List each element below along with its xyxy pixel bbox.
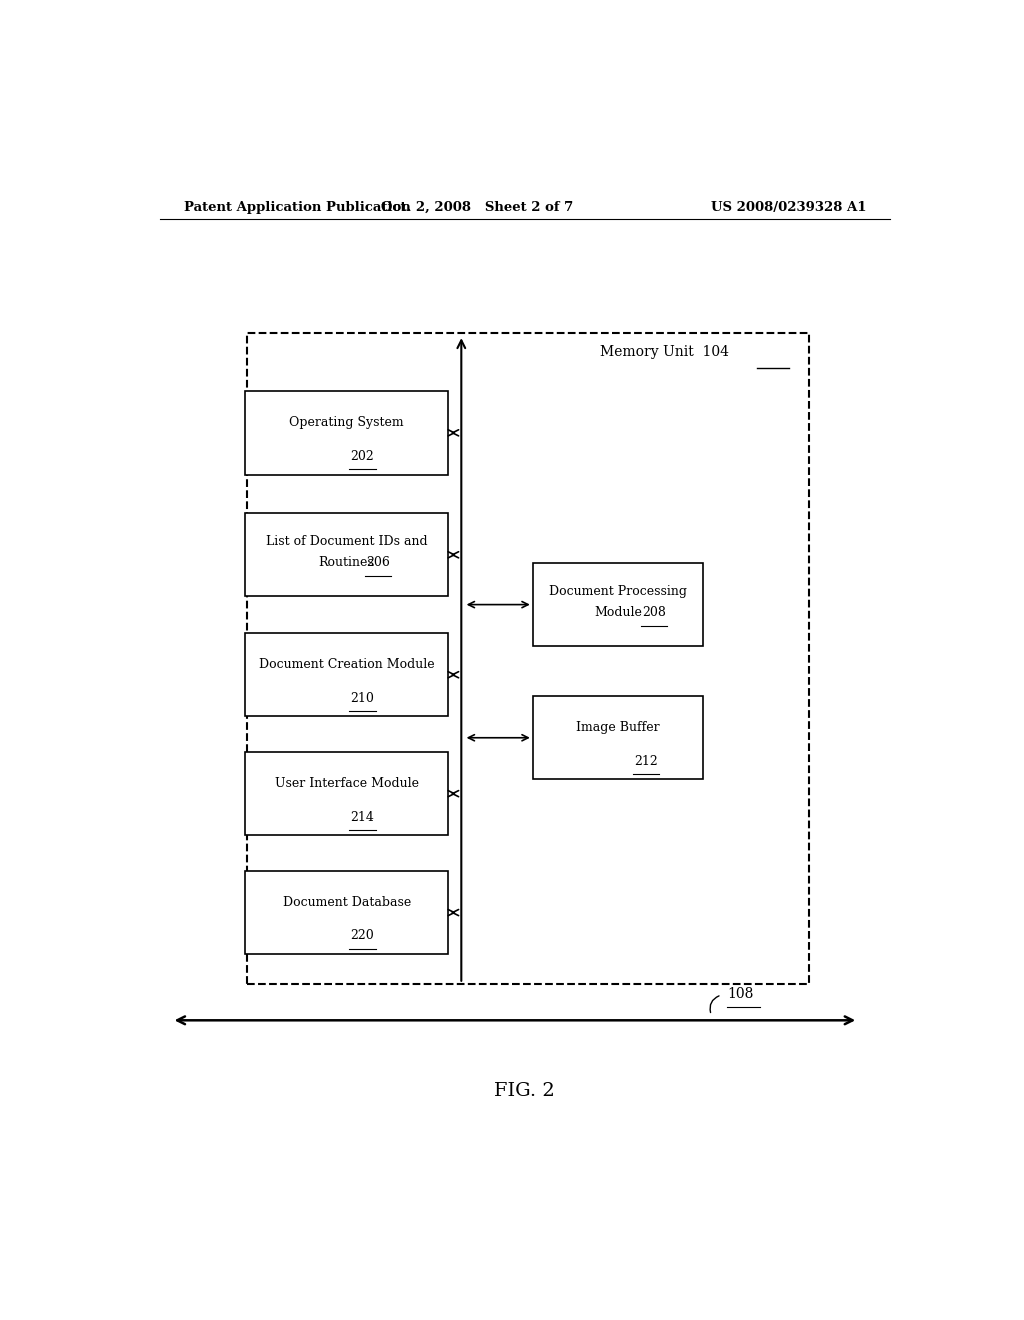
Text: 108: 108	[727, 987, 754, 1001]
Text: Memory Unit  104: Memory Unit 104	[600, 346, 729, 359]
Text: 220: 220	[350, 929, 375, 942]
Bar	[246, 752, 447, 836]
Bar	[246, 634, 447, 717]
Text: User Interface Module: User Interface Module	[274, 777, 419, 789]
Text: Oct. 2, 2008   Sheet 2 of 7: Oct. 2, 2008 Sheet 2 of 7	[381, 201, 573, 214]
Bar	[246, 871, 447, 954]
Text: Document Processing: Document Processing	[549, 585, 687, 598]
Text: Document Database: Document Database	[283, 896, 411, 909]
Text: 214: 214	[350, 810, 375, 824]
Text: 202: 202	[350, 450, 375, 463]
Bar	[246, 391, 447, 474]
Text: 206: 206	[367, 557, 390, 569]
Text: Document Creation Module: Document Creation Module	[259, 659, 434, 671]
Text: 210: 210	[350, 692, 375, 705]
Bar	[246, 513, 447, 597]
Text: List of Document IDs and: List of Document IDs and	[266, 535, 427, 548]
Text: FIG. 2: FIG. 2	[495, 1082, 555, 1101]
Text: Patent Application Publication: Patent Application Publication	[183, 201, 411, 214]
Bar	[532, 696, 703, 779]
Bar	[247, 333, 809, 983]
Text: 208: 208	[642, 606, 666, 619]
Bar	[532, 562, 703, 647]
Text: 212: 212	[634, 755, 657, 768]
Text: Image Buffer: Image Buffer	[577, 721, 659, 734]
Text: Module: Module	[594, 606, 642, 619]
Text: Operating System: Operating System	[290, 416, 403, 429]
Text: Routines: Routines	[318, 557, 375, 569]
Text: US 2008/0239328 A1: US 2008/0239328 A1	[711, 201, 866, 214]
